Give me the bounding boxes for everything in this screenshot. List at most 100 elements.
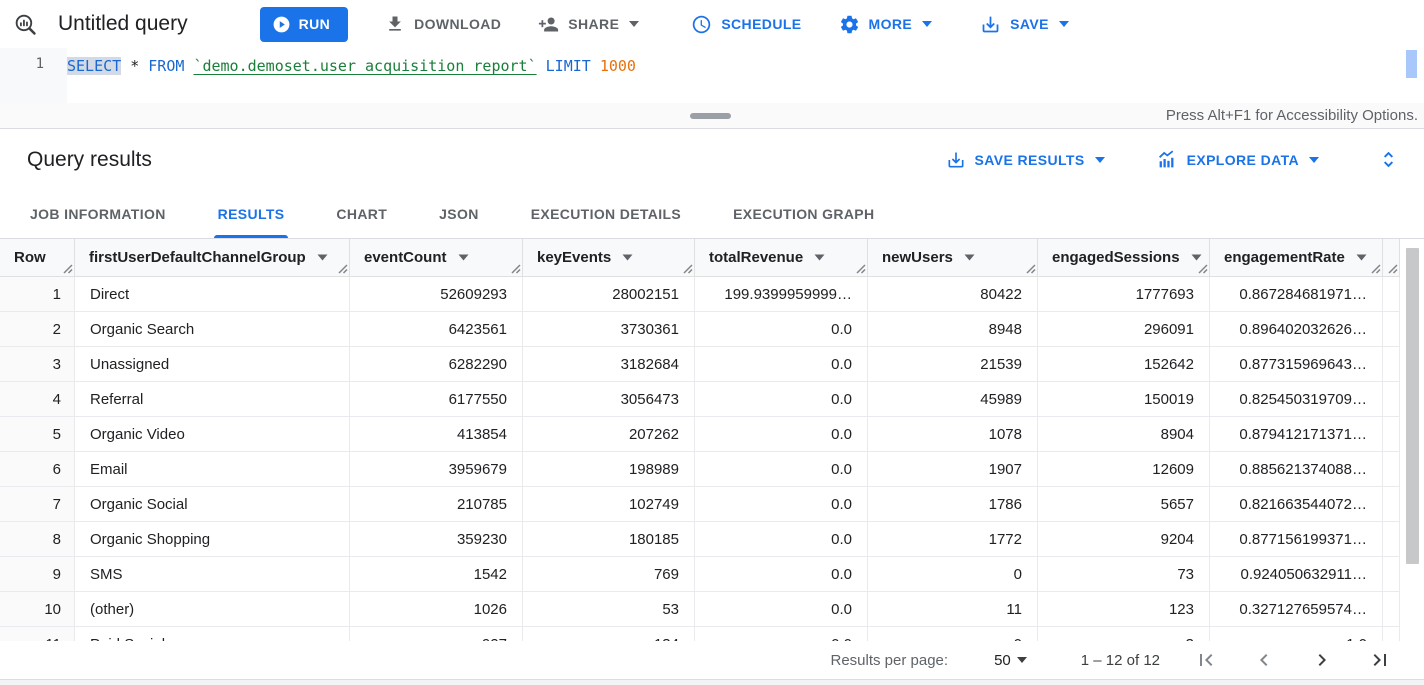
save-button[interactable]: SAVE	[980, 14, 1069, 35]
column-resize-handle[interactable]	[856, 264, 866, 274]
cell-firstUserDefaultChannelGroup[interactable]: (other)	[75, 592, 350, 626]
expand-results-button[interactable]	[1377, 148, 1400, 171]
cell-keyEvents[interactable]: 28002151	[523, 277, 695, 311]
cell-engagedSessions[interactable]: 3	[1038, 627, 1210, 641]
cell-firstUserDefaultChannelGroup[interactable]: Organic Social	[75, 487, 350, 521]
cell-newUsers[interactable]: 1772	[868, 522, 1038, 556]
cell-firstUserDefaultChannelGroup[interactable]: Organic Video	[75, 417, 350, 451]
cell-eventCount[interactable]: 413854	[350, 417, 523, 451]
cell-firstUserDefaultChannelGroup[interactable]: Paid Social	[75, 627, 350, 641]
cell-newUsers[interactable]: 0	[868, 627, 1038, 641]
next-page-button[interactable]	[1310, 648, 1334, 672]
column-resize-handle[interactable]	[1388, 264, 1398, 274]
row-number[interactable]: 11	[0, 627, 75, 641]
cell-engagementRate[interactable]: 0.867284681971…	[1210, 277, 1383, 311]
cell-totalRevenue[interactable]: 0.0	[695, 592, 868, 626]
cell-engagedSessions[interactable]: 123	[1038, 592, 1210, 626]
sql-code-line[interactable]: SELECT * FROM `demo.demoset.user_acquisi…	[67, 48, 636, 103]
cell-keyEvents[interactable]: 3182684	[523, 347, 695, 381]
run-button[interactable]: RUN	[259, 6, 349, 42]
cell-firstUserDefaultChannelGroup[interactable]: SMS	[75, 557, 350, 591]
cell-eventCount[interactable]: 210785	[350, 487, 523, 521]
row-number[interactable]: 10	[0, 592, 75, 626]
save-results-button[interactable]: SAVE RESULTS	[946, 150, 1105, 170]
cell-totalRevenue[interactable]: 0.0	[695, 452, 868, 486]
cell-totalRevenue[interactable]: 0.0	[695, 487, 868, 521]
cell-firstUserDefaultChannelGroup[interactable]: Unassigned	[75, 347, 350, 381]
last-page-button[interactable]	[1368, 648, 1392, 672]
cell-totalRevenue[interactable]: 199.9399959999…	[695, 277, 868, 311]
column-header-keyEvents[interactable]: keyEvents	[523, 239, 695, 276]
cell-eventCount[interactable]: 6177550	[350, 382, 523, 416]
cell-engagementRate[interactable]: 1.0	[1210, 627, 1383, 641]
cell-engagementRate[interactable]: 0.896402032626…	[1210, 312, 1383, 346]
share-button[interactable]: SHARE	[538, 14, 640, 35]
row-number[interactable]: 4	[0, 382, 75, 416]
cell-totalRevenue[interactable]: 0.0	[695, 522, 868, 556]
cell-firstUserDefaultChannelGroup[interactable]: Direct	[75, 277, 350, 311]
cell-engagedSessions[interactable]: 296091	[1038, 312, 1210, 346]
cell-engagedSessions[interactable]: 73	[1038, 557, 1210, 591]
schedule-button[interactable]: SCHEDULE	[691, 14, 801, 35]
cell-eventCount[interactable]: 6282290	[350, 347, 523, 381]
row-number[interactable]: 2	[0, 312, 75, 346]
explore-data-button[interactable]: EXPLORE DATA	[1157, 149, 1319, 170]
cell-engagedSessions[interactable]: 8904	[1038, 417, 1210, 451]
cell-keyEvents[interactable]: 180185	[523, 522, 695, 556]
first-page-button[interactable]	[1194, 648, 1218, 672]
sort-caret-icon[interactable]	[622, 254, 633, 261]
cell-keyEvents[interactable]: 3730361	[523, 312, 695, 346]
cell-eventCount[interactable]: 1542	[350, 557, 523, 591]
tab-execution-details[interactable]: EXECUTION DETAILS	[530, 206, 682, 222]
prev-page-button[interactable]	[1252, 648, 1276, 672]
cell-firstUserDefaultChannelGroup[interactable]: Organic Search	[75, 312, 350, 346]
cell-keyEvents[interactable]: 134	[523, 627, 695, 641]
cell-newUsers[interactable]: 8948	[868, 312, 1038, 346]
column-resize-handle[interactable]	[1371, 264, 1381, 274]
page-size-select[interactable]: 50	[994, 652, 1027, 669]
download-button[interactable]: DOWNLOAD	[385, 14, 501, 34]
tab-execution-graph[interactable]: EXECUTION GRAPH	[733, 206, 875, 222]
cell-eventCount[interactable]: 6423561	[350, 312, 523, 346]
cell-firstUserDefaultChannelGroup[interactable]: Organic Shopping	[75, 522, 350, 556]
column-resize-handle[interactable]	[683, 264, 693, 274]
cell-engagementRate[interactable]: 0.877315969643…	[1210, 347, 1383, 381]
cell-newUsers[interactable]: 0	[868, 557, 1038, 591]
cell-eventCount[interactable]: 52609293	[350, 277, 523, 311]
cell-eventCount[interactable]: 927	[350, 627, 523, 641]
cell-engagementRate[interactable]: 0.877156199371…	[1210, 522, 1383, 556]
cell-keyEvents[interactable]: 102749	[523, 487, 695, 521]
cell-keyEvents[interactable]: 769	[523, 557, 695, 591]
cell-eventCount[interactable]: 359230	[350, 522, 523, 556]
tab-json[interactable]: JSON	[439, 206, 479, 222]
row-number[interactable]: 5	[0, 417, 75, 451]
cell-totalRevenue[interactable]: 0.0	[695, 347, 868, 381]
cell-engagedSessions[interactable]: 5657	[1038, 487, 1210, 521]
cell-engagementRate[interactable]: 0.924050632911…	[1210, 557, 1383, 591]
table-vertical-scrollbar[interactable]	[1406, 248, 1419, 564]
column-resize-handle[interactable]	[338, 264, 348, 274]
tab-chart[interactable]: CHART	[336, 206, 388, 222]
cell-engagementRate[interactable]: 0.327127659574…	[1210, 592, 1383, 626]
cell-newUsers[interactable]: 45989	[868, 382, 1038, 416]
column-resize-handle[interactable]	[511, 264, 521, 274]
sort-caret-icon[interactable]	[814, 254, 825, 261]
cell-keyEvents[interactable]: 53	[523, 592, 695, 626]
row-number[interactable]: 1	[0, 277, 75, 311]
cell-newUsers[interactable]: 1078	[868, 417, 1038, 451]
cell-newUsers[interactable]: 80422	[868, 277, 1038, 311]
cell-eventCount[interactable]: 3959679	[350, 452, 523, 486]
cell-engagedSessions[interactable]: 1777693	[1038, 277, 1210, 311]
column-header-totalRevenue[interactable]: totalRevenue	[695, 239, 868, 276]
sql-editor[interactable]: 1 SELECT * FROM `demo.demoset.user_acqui…	[0, 48, 1424, 103]
cell-totalRevenue[interactable]: 0.0	[695, 417, 868, 451]
editor-scrollbar[interactable]	[1406, 50, 1417, 78]
row-number[interactable]: 9	[0, 557, 75, 591]
tab-job-information[interactable]: JOB INFORMATION	[30, 206, 166, 222]
row-number[interactable]: 3	[0, 347, 75, 381]
cell-totalRevenue[interactable]: 0.0	[695, 627, 868, 641]
cell-engagementRate[interactable]: 0.821663544072…	[1210, 487, 1383, 521]
cell-keyEvents[interactable]: 198989	[523, 452, 695, 486]
cell-totalRevenue[interactable]: 0.0	[695, 312, 868, 346]
sort-caret-icon[interactable]	[317, 254, 328, 261]
